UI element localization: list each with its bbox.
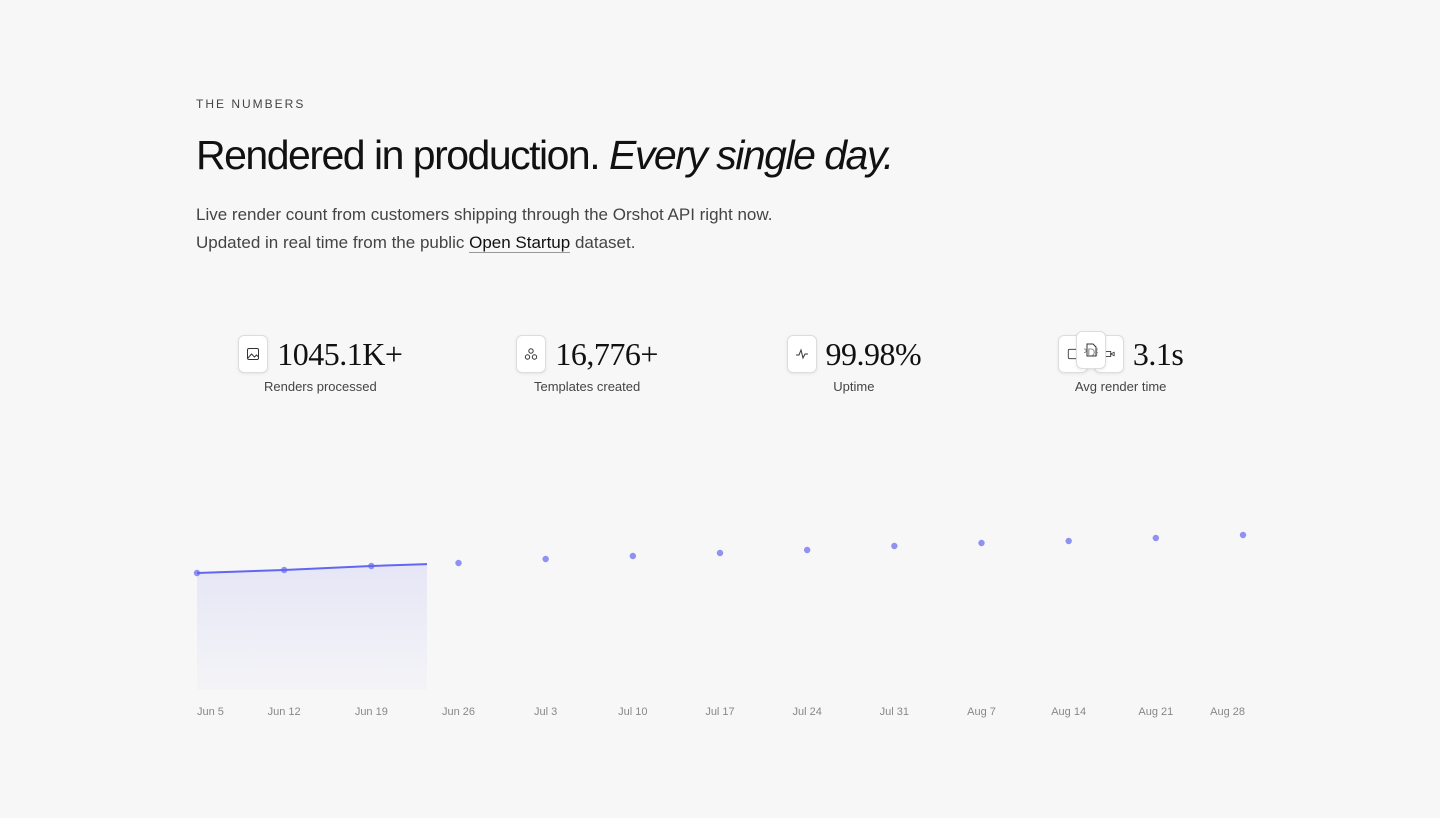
stat-value: 3.1s: [1132, 335, 1184, 372]
x-tick-label: Jul 3: [534, 706, 557, 718]
title-main: Rendered in production.: [196, 132, 601, 178]
point: [716, 549, 724, 557]
svg-text:PDF: PDF: [1084, 347, 1098, 357]
icon: [238, 335, 269, 373]
point: [368, 562, 375, 570]
point: [1065, 537, 1072, 545]
x-tick-label: Jul 17: [705, 706, 734, 718]
point: [1152, 534, 1160, 542]
stat-value: 1045.1K+: [277, 335, 403, 372]
point: [1239, 531, 1247, 539]
stat-value: 99.98%: [825, 335, 922, 372]
point: [280, 566, 288, 574]
x-tick-label: Jul 24: [792, 706, 821, 718]
title: Rendered in production. Every single day…: [196, 132, 894, 179]
x-tick-label: Jun 26: [442, 706, 475, 718]
x-tick-label: Aug 28: [1210, 706, 1245, 718]
point: [978, 539, 985, 547]
reveal-group: [196, 563, 427, 690]
stat-label: Uptime: [833, 379, 875, 394]
icon-stack: PDF: [1057, 331, 1124, 373]
stat: PDF 3.1s Avg render time: [987, 331, 1254, 394]
point: [629, 552, 637, 560]
point: [803, 546, 811, 554]
point: [542, 555, 549, 563]
stat-label: Avg render time: [1074, 379, 1167, 394]
stat-label: Renders processed: [264, 379, 377, 394]
icon: PDF: [1075, 331, 1106, 369]
x-tick-label: Aug 21: [1138, 706, 1173, 718]
point: [455, 559, 462, 567]
x-tick-label: Jun 12: [268, 706, 301, 718]
stat: 16,776+ Templates created: [454, 334, 721, 394]
point: [891, 542, 898, 550]
icon: [516, 335, 547, 373]
x-tick-label: Jul 31: [880, 706, 909, 718]
eyebrow: THE NUMBERS: [196, 97, 306, 111]
x-tick-label: Jul 10: [618, 706, 647, 718]
area: [197, 564, 427, 690]
x-tick-label: Jun 19: [355, 706, 388, 718]
open-startup-link[interactable]: Open Startup: [469, 233, 571, 253]
x-tick-label: Jun 5: [197, 706, 224, 718]
title-emphasis: Every single day.: [609, 132, 894, 178]
stat-value: 16,776+: [555, 335, 658, 372]
description: Live render count from customers shippin…: [196, 201, 776, 257]
point: [193, 569, 201, 577]
stat-label: Templates created: [534, 379, 641, 394]
chart: Jun 5 Jun 12 Jun 19 Jun 26 Jul 3 Jul 10 Jul 17…: [193, 531, 1247, 718]
stat: 1045.1K+ Renders processed: [187, 334, 454, 394]
stat: 99.98% Uptime: [721, 334, 988, 394]
x-tick-label: Aug 7: [967, 706, 996, 718]
description-end: dataset.: [574, 233, 636, 252]
stats: 1045.1K+ Renders processed 16,776+ Templat…: [187, 331, 1254, 394]
icon: [786, 335, 817, 373]
description-text: Live render count from customers shippin…: [196, 205, 773, 252]
x-tick-label: Aug 14: [1051, 706, 1086, 718]
